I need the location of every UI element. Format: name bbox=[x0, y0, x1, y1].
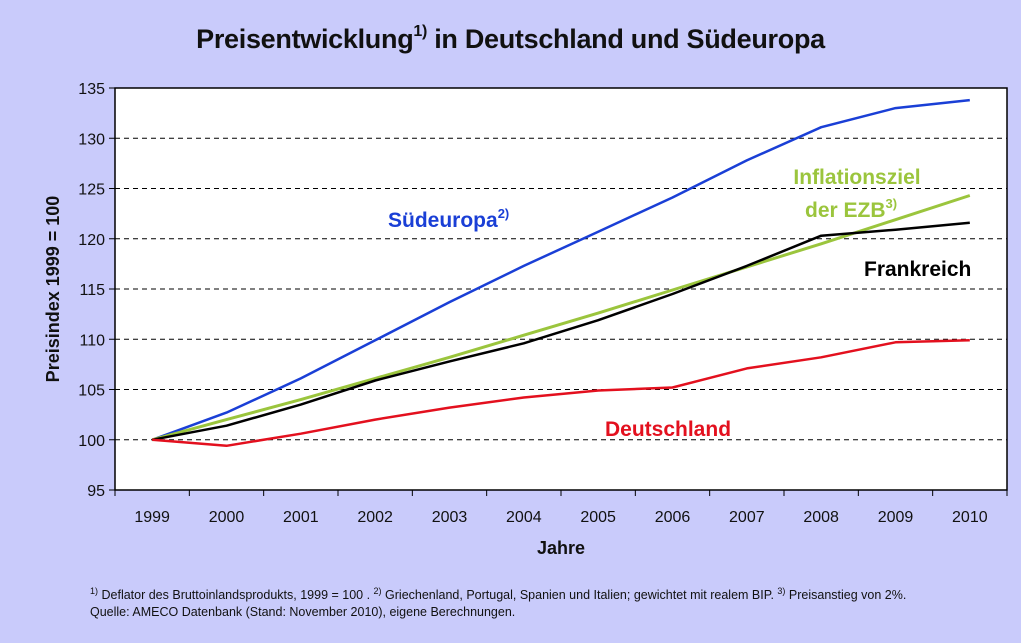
x-tick-label: 2010 bbox=[952, 509, 988, 526]
label-suedeuropa: Südeuropa2) bbox=[388, 206, 509, 232]
y-tick-label: 105 bbox=[78, 383, 105, 400]
chart-title-footnote-ref: 1) bbox=[413, 23, 428, 40]
y-tick-label: 130 bbox=[78, 131, 105, 148]
chart-title-main: Preisentwicklung bbox=[196, 24, 414, 54]
y-tick-label: 100 bbox=[78, 433, 105, 450]
x-tick-label: 2001 bbox=[283, 509, 319, 526]
y-axis-title: Preisindex 1999 = 100 bbox=[43, 196, 63, 383]
series-lines bbox=[151, 98, 971, 448]
x-tick-label: 2002 bbox=[357, 509, 393, 526]
chart-title-rest: in Deutschland und Südeuropa bbox=[427, 24, 825, 54]
x-tick-label: 2007 bbox=[729, 509, 765, 526]
x-tick-label: 2008 bbox=[803, 509, 839, 526]
footnote-1-text: Deflator des Bruttoinlandsprodukts, 1999… bbox=[98, 588, 374, 603]
x-tick-label: 1999 bbox=[134, 509, 170, 526]
x-tick-label: 2006 bbox=[655, 509, 691, 526]
footnote-3-marker: 3) bbox=[777, 586, 786, 596]
x-tick-label: 2004 bbox=[506, 509, 542, 526]
x-axis-ticks: 1999 2000 2001 2002 2003 2004 2005 2006 2007 2008… bbox=[114, 490, 1008, 526]
footnote-2-text: Griechenland, Portugal, Spanien und Ital… bbox=[381, 588, 778, 603]
y-tick-label: 120 bbox=[78, 232, 105, 249]
x-tick-label: 2009 bbox=[878, 509, 914, 526]
series-labels: Südeuropa2) Inflationsziel der EZB3) Frankr… bbox=[388, 166, 971, 441]
y-tick-label: 110 bbox=[79, 332, 105, 349]
label-frankreich: Frankreich bbox=[864, 258, 971, 281]
chart-title: Preisentwicklung1) in Deutschland und Sü… bbox=[0, 23, 1021, 55]
gridlines bbox=[115, 137, 1007, 441]
series-line-suedeuropa bbox=[151, 98, 970, 441]
footnote-source: Quelle: AMECO Datenbank (Stand: November… bbox=[90, 605, 516, 620]
y-axis-ticks: 95 100 105 110 115 120 125 130 135 bbox=[78, 81, 115, 500]
y-tick-label: 135 bbox=[78, 81, 105, 98]
y-tick-label: 95 bbox=[87, 483, 105, 500]
label-inflationsziel-line1: Inflationsziel bbox=[793, 166, 920, 189]
footnote: 1) Deflator des Bruttoinlandsprodukts, 1… bbox=[90, 583, 990, 621]
y-tick-label: 125 bbox=[78, 182, 105, 199]
series-line-inflationsziel-der-ezb bbox=[151, 194, 971, 442]
footnote-1-marker: 1) bbox=[90, 586, 99, 596]
label-deutschland: Deutschland bbox=[605, 418, 731, 441]
footnote-line-1: 1) Deflator des Bruttoinlandsprodukts, 1… bbox=[90, 583, 990, 604]
x-axis-title: Jahre bbox=[537, 538, 585, 558]
footnote-3-text: Preisanstieg von 2%. bbox=[785, 588, 907, 603]
x-tick-label: 2005 bbox=[580, 509, 616, 526]
footnote-2-marker: 2) bbox=[373, 586, 382, 596]
series-line-frankreich bbox=[151, 221, 970, 442]
x-tick-label: 2000 bbox=[209, 509, 245, 526]
label-inflationsziel-line2: der EZB3) bbox=[805, 196, 897, 222]
series-line-deutschland bbox=[152, 339, 970, 448]
x-tick-label: 2003 bbox=[432, 509, 468, 526]
y-tick-label: 115 bbox=[79, 282, 105, 299]
